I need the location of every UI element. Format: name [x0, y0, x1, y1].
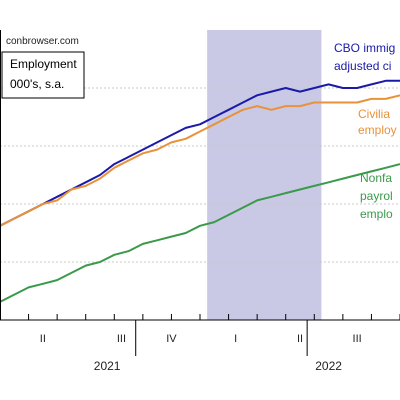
shaded-band: [207, 30, 322, 320]
legend-box-frame: [1, 51, 85, 99]
series-line-2: [0, 163, 400, 303]
x-tick-label-2: IV: [166, 333, 177, 345]
x-tick-label-4: II: [297, 333, 303, 345]
x-tick-label-0: II: [40, 333, 46, 345]
series-line-1: [0, 94, 400, 227]
annotation-nonfarm-line3: emplo: [360, 207, 393, 221]
annotation-civilian-line1: Civilia: [358, 107, 390, 121]
x-year-label-1: 2022: [315, 359, 342, 373]
series-layer: [0, 79, 400, 303]
source-text: conbrowser.com: [6, 36, 79, 47]
annotation-cbo-line2: adjusted ci: [334, 59, 391, 73]
legend-box: Employment 000's, s.a.: [1, 51, 85, 99]
legend-line2: 000's, s.a.: [10, 77, 64, 91]
grid-layer: [0, 87, 400, 263]
x-tick-label-3: I: [234, 333, 237, 345]
annotation-civilian-line2: employ: [358, 123, 397, 137]
x-year-label-0: 2021: [94, 359, 121, 373]
annotation-nonfarm-line1: Nonfa: [360, 171, 392, 185]
annotation-nonfarm-line2: payrol: [360, 189, 393, 203]
annotation-cbo-line1: CBO immig: [334, 41, 395, 55]
x-tick-label-5: III: [353, 333, 362, 345]
legend-line1: Employment: [10, 57, 77, 71]
shade-layer: [207, 30, 322, 320]
x-tick-label-1: III: [117, 333, 126, 345]
